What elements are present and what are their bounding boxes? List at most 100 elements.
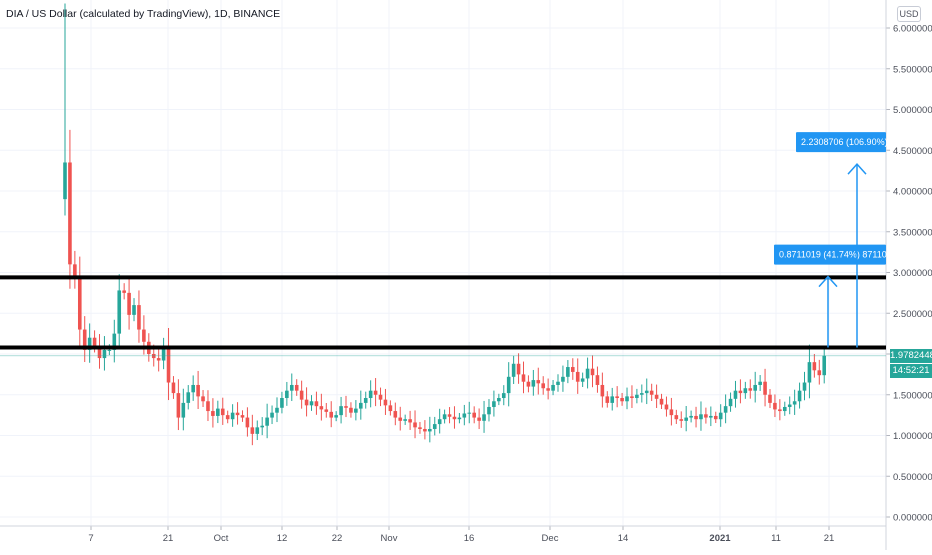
candle-body — [590, 368, 595, 376]
candle-body — [378, 394, 383, 400]
candle-body — [570, 367, 575, 372]
candle-body — [526, 381, 531, 387]
candle-body — [329, 411, 334, 418]
candle-body — [625, 396, 629, 402]
candle-body — [511, 363, 516, 377]
candle-body — [679, 419, 684, 421]
x-tick-label: 11 — [771, 533, 781, 544]
candle-body — [807, 362, 812, 383]
candle-body — [551, 384, 555, 391]
candle-body — [822, 355, 827, 376]
x-tick-label: Nov — [381, 533, 398, 544]
candle-body — [477, 417, 481, 421]
candle-body — [600, 384, 605, 397]
y-tick-label: 4.5000000 — [893, 146, 932, 157]
candle-body — [82, 329, 87, 350]
candle-body — [373, 390, 378, 395]
candle-body — [640, 393, 644, 395]
x-tick-label: 21 — [824, 533, 835, 544]
candle-body — [516, 363, 521, 375]
candle-body — [595, 375, 600, 385]
candle-body — [733, 390, 738, 399]
candle-body — [649, 390, 654, 395]
candle-body — [437, 419, 442, 425]
candle-body — [501, 393, 506, 399]
candle-body — [107, 349, 112, 351]
candle-body — [299, 390, 304, 400]
candle-body — [255, 427, 260, 434]
candle-body — [275, 407, 279, 413]
x-tick-label: 22 — [332, 533, 343, 544]
y-tick-label: 0.5000000 — [893, 472, 932, 483]
measure-callout-text: 0.8711019 (41.74%) 8711019 — [779, 250, 897, 260]
candle-body — [472, 412, 476, 418]
candle-body — [334, 415, 338, 418]
candle-body — [654, 394, 659, 399]
candle-body — [289, 384, 294, 391]
candle-body — [635, 394, 639, 399]
candle-body — [536, 380, 541, 384]
candle-body — [176, 393, 181, 418]
candle-body — [309, 401, 314, 406]
candle-body — [122, 290, 126, 293]
candle-body — [802, 382, 807, 391]
candle-body — [235, 412, 240, 416]
measure-callout-box — [796, 132, 886, 153]
candle-body — [713, 415, 718, 420]
candle-body — [728, 398, 733, 407]
candle-body — [206, 401, 210, 412]
candle-body — [694, 415, 698, 420]
y-tick-label: 1.5000000 — [893, 390, 932, 401]
candle-body — [186, 392, 191, 403]
candle-body — [142, 329, 146, 342]
candle-body — [102, 349, 107, 359]
candle-body — [117, 290, 122, 334]
candle-body — [763, 381, 767, 395]
candle-body — [349, 407, 353, 413]
candle-body — [704, 414, 708, 418]
candle-body — [270, 412, 274, 418]
candle-body — [546, 388, 550, 391]
candle-body — [812, 362, 817, 371]
candle-body — [497, 398, 501, 402]
candle-body — [196, 384, 200, 397]
candle-body — [285, 390, 289, 399]
candle-body — [245, 417, 250, 428]
x-tick-label: Oct — [214, 533, 229, 544]
candle-body — [723, 406, 728, 413]
candle-body — [423, 428, 427, 432]
x-tick-label: 16 — [464, 533, 475, 544]
candle-body — [743, 388, 748, 394]
candle-body — [778, 409, 782, 412]
candle-body — [413, 422, 417, 428]
candle-body — [506, 376, 511, 394]
candle-body — [630, 396, 634, 399]
candle-body — [457, 417, 462, 420]
candle-body — [561, 376, 565, 382]
candle-body — [674, 415, 679, 420]
candle-body — [319, 406, 324, 410]
candle-body — [620, 398, 624, 402]
candle-body — [773, 402, 777, 410]
candle-body — [73, 264, 77, 277]
candle-body — [92, 337, 97, 346]
candle-body — [689, 415, 693, 418]
candle-body — [718, 412, 723, 420]
currency-button[interactable]: USD — [897, 6, 921, 22]
measure-callout-text: 2.2308706 (106.90%) 22 — [801, 137, 900, 147]
candle-body — [363, 398, 368, 403]
candle-body — [250, 427, 255, 434]
candle-body — [432, 424, 437, 429]
candle-body — [452, 416, 457, 420]
candle-body — [191, 384, 195, 393]
candle-body — [240, 415, 245, 418]
candle-body — [615, 396, 619, 399]
candle-body — [225, 415, 230, 420]
measure-arrow-head — [818, 275, 838, 288]
